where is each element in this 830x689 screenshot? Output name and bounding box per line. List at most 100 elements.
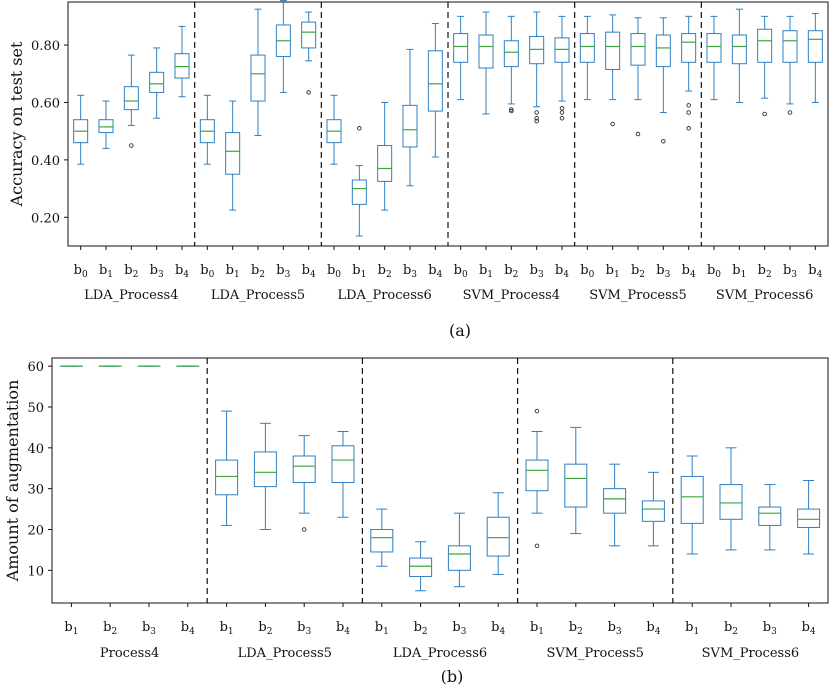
outlier-point xyxy=(534,408,540,414)
y-tick-label: 0.20 xyxy=(31,211,60,226)
x-tick-label: b1 xyxy=(732,263,746,280)
box-SVM_Process5-b3: b3 xyxy=(655,17,671,280)
outlier-point xyxy=(686,103,691,108)
box-SVM_Process5-b4: b4 xyxy=(681,15,697,280)
box-body xyxy=(641,500,665,522)
box-SVM_Process5-b2: b2 xyxy=(564,426,588,637)
x-tick-label: b1 xyxy=(99,263,113,280)
box-body xyxy=(758,506,782,526)
x-tick-label: b2 xyxy=(724,620,738,637)
box-body xyxy=(603,488,627,514)
box-body xyxy=(453,33,469,63)
box-SVM_Process4-b4: b4 xyxy=(554,15,570,280)
x-tick-label: b4 xyxy=(491,620,505,637)
box-SVM_Process4-b1: b1 xyxy=(478,11,494,280)
box-SVM_Process6-b3: b3 xyxy=(758,484,782,637)
x-tick-label: b1 xyxy=(352,263,366,280)
outlier-point xyxy=(787,110,793,115)
box-LDA_Process5-b3: b3 xyxy=(292,435,316,637)
outlier-point xyxy=(686,110,691,115)
x-tick-label: b1 xyxy=(530,620,544,637)
x-tick-label: b2 xyxy=(103,620,117,637)
x-tick-label: b3 xyxy=(142,620,156,637)
box-body xyxy=(123,86,139,111)
outlier-point xyxy=(534,110,539,115)
box-body xyxy=(292,455,316,484)
box-body xyxy=(681,33,697,63)
box-body xyxy=(250,54,266,102)
x-tick-label: b1 xyxy=(64,620,78,637)
x-tick-label: b0 xyxy=(200,263,214,280)
box-body xyxy=(370,529,394,553)
box-LDA_Process5-b4: b4 xyxy=(331,431,355,637)
group-label: SVM_Process5 xyxy=(546,646,643,661)
outlier-point xyxy=(301,527,307,532)
box-SVM_Process6-b2: b2 xyxy=(719,447,743,637)
x-tick-label: b4 xyxy=(428,263,442,280)
x-tick-label: b3 xyxy=(530,263,544,280)
x-tick-label: b3 xyxy=(403,263,417,280)
box-SVM_Process6-b1: b1 xyxy=(731,8,747,280)
x-tick-label: b2 xyxy=(251,263,265,280)
x-tick-label: b3 xyxy=(150,263,164,280)
box-body xyxy=(149,71,165,93)
x-tick-label: b4 xyxy=(181,620,195,637)
box-SVM_Process6-b1: b1 xyxy=(680,455,704,637)
y-tick-label: 0.40 xyxy=(31,154,60,169)
box-body xyxy=(377,145,393,182)
outlier-point xyxy=(686,126,691,131)
box-LDA_Process6-b2: b2 xyxy=(409,541,433,637)
y-tick-label: 50 xyxy=(27,401,44,416)
panel-label: (a) xyxy=(449,321,471,340)
group-label: LDA_Process5 xyxy=(211,288,305,303)
box-SVM_Process5-b1: b1 xyxy=(525,408,549,637)
y-tick-label: 20 xyxy=(27,524,44,539)
box-LDA_Process6-b4: b4 xyxy=(427,23,443,280)
box-Process4-b2: b2 xyxy=(98,365,122,637)
x-tick-label: b4 xyxy=(555,263,569,280)
box-body xyxy=(447,545,471,571)
y-axis-label: Accuracy on test set xyxy=(7,41,26,207)
box-body xyxy=(98,119,114,134)
box-body xyxy=(253,451,277,488)
box-Process4-b4: b4 xyxy=(176,365,200,637)
box-LDA_Process4-b2: b2 xyxy=(123,54,139,280)
group-label: SVM_Process4 xyxy=(463,288,560,303)
box-SVM_Process4-b3: b3 xyxy=(529,11,545,280)
x-tick-label: b3 xyxy=(608,620,622,637)
outlier-point xyxy=(762,111,767,117)
outlier-point xyxy=(661,138,666,144)
group-label: LDA_Process4 xyxy=(84,288,178,303)
outlier-point xyxy=(559,105,565,111)
x-tick-label: b4 xyxy=(802,620,816,637)
group-label: SVM_Process6 xyxy=(716,288,813,303)
box-SVM_Process5-b2: b2 xyxy=(630,17,646,280)
x-tick-label: b3 xyxy=(656,263,670,280)
box-body xyxy=(225,132,241,175)
box-body xyxy=(503,40,519,68)
x-tick-label: b2 xyxy=(758,263,772,280)
outlier-point xyxy=(509,107,514,112)
box-Process4-b1: b1 xyxy=(59,365,83,637)
x-tick-label: b0 xyxy=(327,263,341,280)
group-label: LDA_Process6 xyxy=(338,288,432,303)
x-tick-label: b2 xyxy=(124,263,138,280)
x-tick-label: b2 xyxy=(414,620,428,637)
box-body xyxy=(427,50,443,112)
box-body xyxy=(486,516,510,557)
box-LDA_Process4-b0: b0 xyxy=(73,94,89,280)
group-label: LDA_Process5 xyxy=(238,646,332,661)
box-LDA_Process5-b3: b3 xyxy=(275,0,291,280)
box-SVM_Process6-b3: b3 xyxy=(782,15,798,280)
x-tick-label: b0 xyxy=(454,263,468,280)
x-tick-label: b1 xyxy=(606,263,620,280)
group-label: SVM_Process6 xyxy=(702,646,799,661)
x-tick-label: b4 xyxy=(336,620,350,637)
box-SVM_Process5-b0: b0 xyxy=(579,15,595,280)
box-LDA_Process6-b3: b3 xyxy=(402,48,418,280)
box-SVM_Process4-b0: b0 xyxy=(453,15,469,280)
box-body xyxy=(529,35,545,65)
box-body xyxy=(564,463,588,508)
x-tick-label: b0 xyxy=(74,263,88,280)
